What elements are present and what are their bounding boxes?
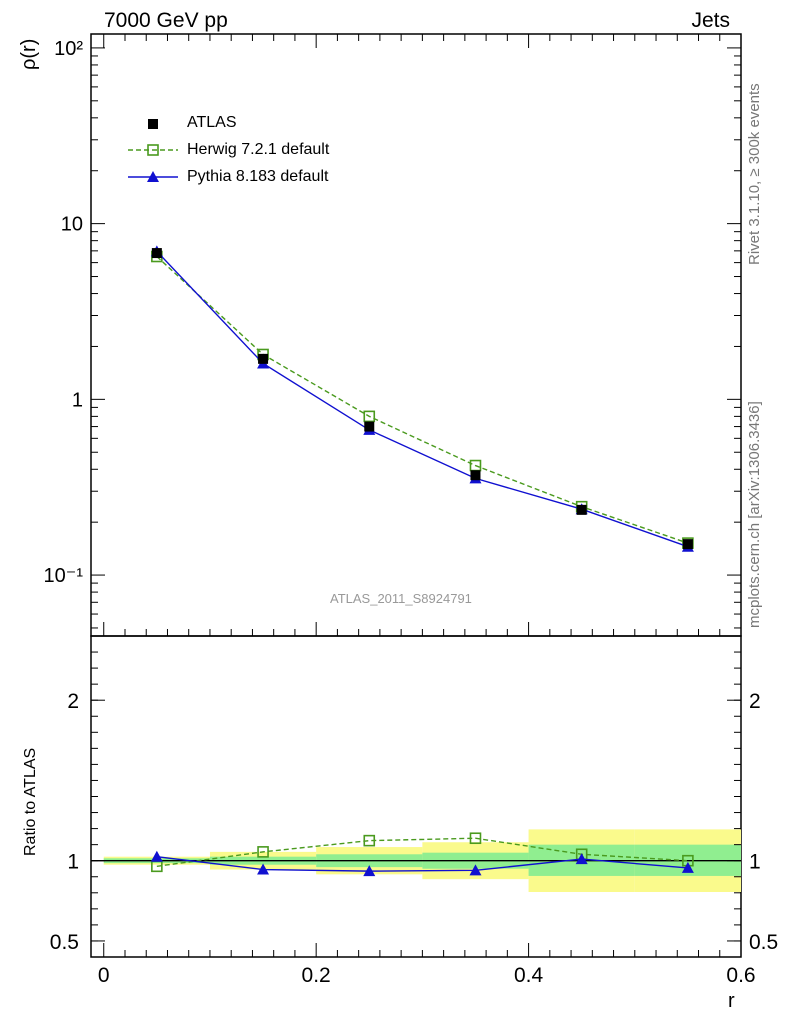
legend-label-atlas: ATLAS [187, 114, 237, 131]
data-point-0 [364, 421, 375, 432]
ratio-y-tick-label-left: 0.5 [50, 931, 79, 954]
legend-symbols [128, 119, 178, 182]
energy-title: 7000 GeV pp [104, 9, 228, 32]
main-y-tick-label: 10⁻¹ [44, 565, 84, 587]
ratio-point-1 [150, 850, 163, 862]
ratio-point-1 [575, 853, 588, 865]
ratio-point-0 [363, 834, 376, 847]
x-tick-label: 0.4 [514, 964, 544, 987]
series-line-1 [156, 255, 689, 544]
analysis-reference: ATLAS_2011_S8924791 [330, 591, 472, 606]
category-title: Jets [691, 9, 730, 32]
mcplots-link-label: mcplots.cern.ch [arXiv:1306.3436] [746, 401, 763, 628]
data-point-0 [258, 353, 269, 364]
ratio-y-tick-label-right: 2 [749, 690, 761, 713]
main-y-axis-label: ρ(r) [18, 38, 40, 70]
ratio-y-tick-label-left: 1 [67, 851, 79, 874]
main-series [150, 245, 694, 552]
legend-label-herwig: Herwig 7.2.1 default [187, 141, 330, 158]
ratio-y-tick-label-left: 2 [67, 690, 79, 713]
main-y-tick-label: 10 [61, 214, 83, 236]
rivet-version-label: Rivet 3.1.10, ≥ 300k events [746, 83, 763, 265]
ratio-panel-frame [90, 635, 742, 958]
ratio-point-1 [257, 863, 270, 875]
ratio-y-tick-label-right: 1 [749, 851, 761, 874]
main-y-tick-label: 10² [54, 38, 83, 60]
data-point-1 [363, 410, 376, 423]
x-axis-label: r [728, 990, 735, 1012]
series-line-2 [156, 250, 689, 548]
ratio-point-1 [681, 861, 694, 873]
ratio-y-tick-label-right: 0.5 [749, 931, 778, 954]
x-tick-label: 0.2 [302, 964, 331, 987]
ratio-point-0 [257, 846, 269, 858]
legend-label-pythia: Pythia 8.183 default [187, 168, 329, 185]
ratio-y-axis-label: Ratio to ATLAS [22, 747, 39, 856]
ratio-line-0 [156, 837, 688, 868]
x-tick-label: 0.6 [726, 964, 755, 987]
ratio-line-1 [156, 855, 688, 872]
ratio-series [150, 832, 694, 877]
x-tick-label: 0 [98, 964, 110, 987]
ratio-point-1 [363, 865, 376, 877]
main-y-tick-label: 1 [72, 389, 83, 411]
legend-symbol-herwig [147, 144, 159, 156]
ratio-point-0 [469, 832, 482, 845]
data-point-0 [470, 470, 481, 481]
data-point-0 [682, 539, 693, 550]
axis-ticks [91, 34, 742, 957]
legend-symbol-pythia [147, 171, 159, 182]
legend-symbol-atlas [148, 119, 158, 129]
data-point-0 [151, 248, 162, 259]
data-point-0 [576, 504, 587, 515]
tick-labels: 10⁻¹ 1 10 10² 0.5 0.5 1 1 2 2 0 0.2 0.4 0.6 [44, 38, 779, 987]
ratio-point-1 [469, 864, 482, 876]
